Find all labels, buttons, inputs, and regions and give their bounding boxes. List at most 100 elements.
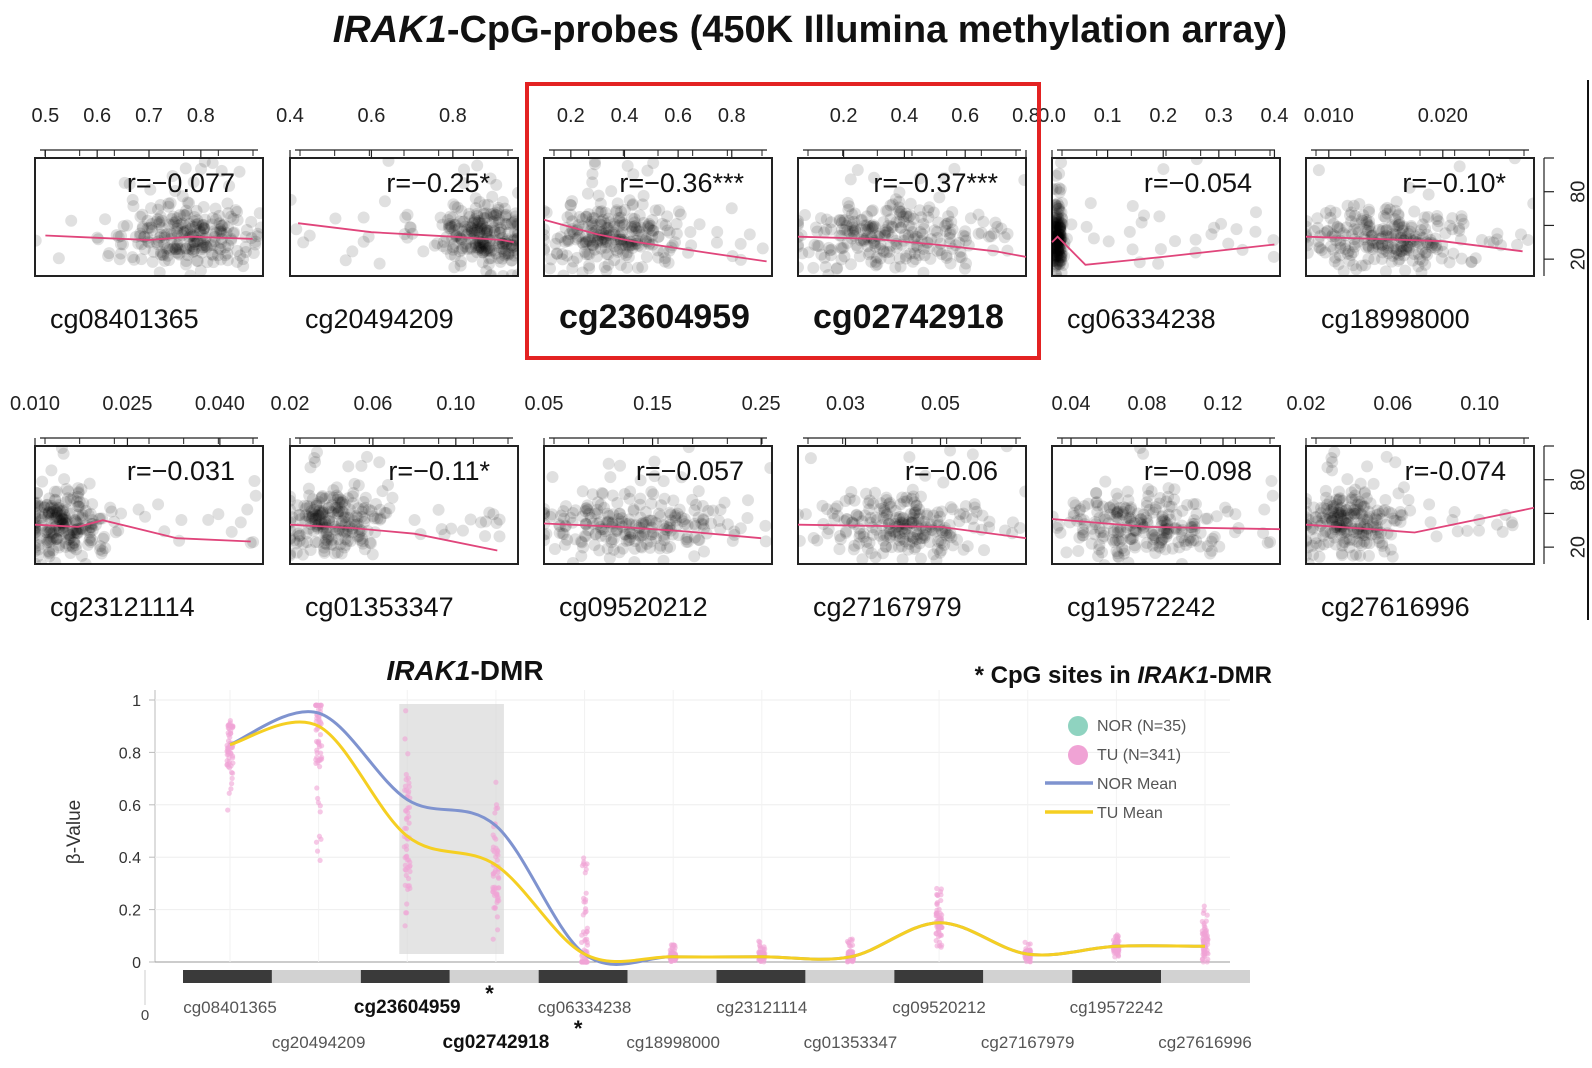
data-point [1080, 220, 1093, 233]
x-origin-label: 0 [141, 1007, 149, 1024]
data-point [1347, 246, 1360, 259]
data-point [1362, 252, 1375, 265]
data-point [483, 234, 496, 247]
data-point [187, 215, 200, 228]
data-point [1092, 550, 1105, 563]
data-point [460, 223, 473, 236]
data-point [320, 521, 333, 534]
data-point [611, 245, 624, 258]
data-point [215, 226, 228, 239]
data-point [67, 541, 80, 554]
data-point [1419, 246, 1432, 259]
data-point [333, 496, 346, 509]
data-point [304, 461, 317, 474]
data-point [587, 239, 600, 252]
data-point [194, 264, 207, 276]
data-point [617, 542, 630, 555]
x-tick-label: 0.8 [1012, 105, 1040, 127]
data-point [49, 520, 62, 533]
data-point [479, 530, 492, 543]
data-point [1052, 250, 1064, 263]
data-point [57, 508, 70, 521]
data-point [989, 216, 1002, 229]
data-point [647, 158, 660, 169]
data-point [900, 210, 913, 223]
data-point [904, 209, 917, 222]
data-point [1413, 228, 1426, 241]
data-point [1365, 234, 1378, 247]
probe-axis-label: cg08401365 [183, 998, 277, 1017]
data-point [332, 491, 345, 504]
tu-point [1202, 924, 1208, 931]
data-point [1052, 250, 1061, 263]
data-point [316, 490, 329, 503]
data-point [188, 211, 201, 224]
data-point [1345, 215, 1358, 228]
data-point [1348, 238, 1361, 251]
data-point [45, 464, 58, 477]
data-point [616, 247, 629, 260]
data-point [873, 242, 886, 255]
data-point [49, 504, 62, 517]
data-point [356, 537, 369, 550]
data-point [479, 222, 492, 235]
data-point [544, 223, 550, 236]
data-point [866, 204, 879, 217]
data-point [864, 516, 877, 529]
data-point [1388, 220, 1401, 233]
data-point [1349, 209, 1362, 222]
data-point [854, 234, 867, 247]
data-point [605, 536, 618, 549]
data-point [312, 536, 325, 549]
data-point [811, 534, 824, 547]
data-point [1426, 238, 1439, 251]
data-point [464, 513, 477, 526]
data-point [561, 211, 574, 224]
data-point [879, 226, 892, 239]
tu-point [582, 899, 588, 905]
data-point [569, 233, 582, 246]
data-point [600, 236, 613, 249]
data-point [841, 236, 854, 249]
x-tick-label: 0.8 [439, 105, 467, 127]
data-point [79, 504, 92, 517]
trend-line [1305, 235, 1523, 253]
data-point [94, 543, 107, 556]
data-point [72, 508, 85, 521]
tu-point [583, 890, 589, 896]
data-point [1052, 216, 1065, 229]
dmr-title: IRAK1-DMR [386, 655, 543, 686]
data-point [102, 249, 115, 262]
data-point [132, 503, 145, 516]
data-point [312, 518, 325, 531]
data-point [1363, 219, 1376, 232]
data-point [1052, 211, 1065, 224]
data-point [72, 486, 85, 499]
data-point [880, 204, 893, 217]
data-point [357, 503, 370, 516]
data-point [907, 212, 920, 225]
data-point [1405, 221, 1418, 234]
data-point [931, 232, 944, 245]
data-point [57, 503, 70, 516]
data-point [312, 510, 325, 523]
data-point [336, 505, 349, 518]
data-point [290, 524, 296, 537]
data-point [1055, 266, 1068, 276]
data-point [50, 510, 63, 523]
data-point [61, 492, 74, 505]
data-point [1361, 460, 1374, 473]
data-point [1416, 218, 1429, 231]
data-point [440, 231, 453, 244]
gene-track-segment [271, 970, 361, 983]
data-point [318, 546, 331, 559]
data-point [659, 219, 672, 232]
data-point [931, 225, 944, 238]
data-point [332, 505, 345, 518]
data-point [1306, 534, 1312, 547]
data-point [957, 543, 970, 556]
data-point [374, 512, 387, 525]
correlation-label: r=−0.11* [388, 456, 490, 486]
data-point [370, 497, 383, 510]
data-point [35, 544, 41, 557]
